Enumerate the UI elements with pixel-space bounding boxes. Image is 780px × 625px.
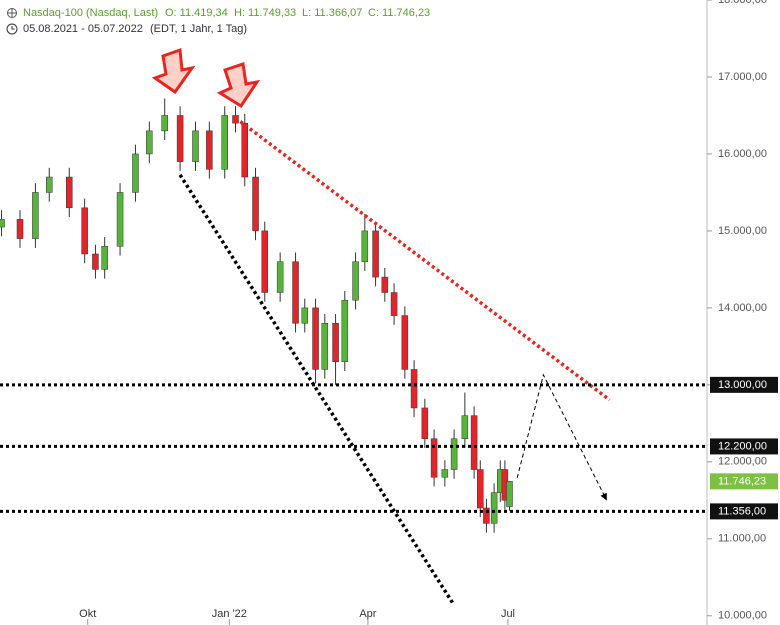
y-tick-label: 17.000,00 <box>718 71 767 83</box>
candle-body <box>372 230 379 278</box>
x-tick-label: Apr <box>359 608 376 620</box>
candle-body <box>146 130 153 155</box>
candle-body <box>0 219 5 228</box>
candle-body <box>92 253 99 270</box>
header: Nasdaq-100 (Nasdaq, Last) O: 11.419,34 H… <box>6 7 430 35</box>
candle-body <box>470 415 478 470</box>
candle-body <box>421 407 429 439</box>
title: Nasdaq-100 (Nasdaq, Last) <box>23 7 158 19</box>
x-tick-label: Jul <box>501 608 515 620</box>
candle-body <box>461 415 469 439</box>
candle-body <box>381 276 389 293</box>
candle-body <box>241 122 248 178</box>
candle-body <box>490 492 498 524</box>
y-tick-label: 16.000,00 <box>718 148 767 160</box>
candle-body <box>410 369 418 409</box>
level-label: 13.000,00 <box>718 379 767 391</box>
candle-body <box>430 438 438 478</box>
candle-body <box>352 261 359 301</box>
clock-icon <box>6 23 18 35</box>
candle-body <box>132 153 139 193</box>
candle-body <box>332 323 339 363</box>
candle-body <box>66 176 73 209</box>
level-box <box>710 503 778 520</box>
trend-line <box>178 174 455 604</box>
level-box <box>710 376 778 393</box>
arrow-icon <box>151 47 196 95</box>
candle-body <box>192 130 199 162</box>
x-tick-label: Okt <box>79 608 96 620</box>
candle-body <box>483 507 490 524</box>
y-tick-label: 15.000,00 <box>718 225 767 237</box>
candle-body <box>390 292 398 316</box>
candle-body <box>321 323 329 370</box>
candle-body <box>276 261 284 293</box>
candle-body <box>46 176 53 193</box>
candle-body <box>101 246 108 270</box>
clock-icon <box>11 26 15 30</box>
level-label: 12.200,00 <box>718 440 767 452</box>
candle-body <box>301 307 309 324</box>
ohlc: L: 11.366,07 <box>302 7 362 19</box>
last-price-label: 11.746,23 <box>718 475 766 487</box>
candle-body <box>341 299 349 363</box>
candle-body <box>252 176 259 232</box>
candle-body <box>16 219 24 239</box>
candle-body <box>32 192 39 239</box>
range-note: (EDT, 1 Jahr, 1 Tag) <box>150 23 247 35</box>
candle-body <box>161 115 168 132</box>
candle-body <box>176 115 184 162</box>
callouts <box>151 47 261 109</box>
candle-body <box>441 469 449 478</box>
ohlc: O: 11.419,34 <box>165 7 228 19</box>
candle-body <box>261 230 269 293</box>
y-tick-label: 18.000,00 <box>718 0 767 6</box>
candle-body <box>116 192 124 247</box>
candle-body <box>477 469 484 509</box>
last-price-box <box>710 473 778 490</box>
forecast-path <box>516 373 607 501</box>
y-tick-label: 14.000,00 <box>718 302 767 314</box>
candle-body <box>361 230 369 262</box>
arrow-icon <box>216 62 261 109</box>
candle-body <box>292 261 299 324</box>
candle-body <box>401 315 409 370</box>
date-range: 05.08.2021 - 05.07.2022 <box>23 23 143 35</box>
level-label: 11.356,00 <box>718 505 766 517</box>
candle-body <box>506 481 513 507</box>
level-box <box>710 438 778 455</box>
ohlc: C: 11.746,23 <box>368 7 430 19</box>
trend-line <box>234 116 611 402</box>
y-tick-label: 12.000,00 <box>718 456 767 468</box>
candle-body <box>312 307 319 370</box>
icon <box>7 8 17 18</box>
candle-body <box>450 438 458 470</box>
x-tick-label: Jan '22 <box>212 608 247 620</box>
candle-body <box>221 115 228 170</box>
candle-body <box>206 130 213 170</box>
ohlc: H: 11.749,33 <box>234 7 296 19</box>
y-tick-label: 10.000,00 <box>718 610 767 622</box>
y-tick-label: 11.000,00 <box>718 533 766 545</box>
candle-body <box>81 207 88 255</box>
